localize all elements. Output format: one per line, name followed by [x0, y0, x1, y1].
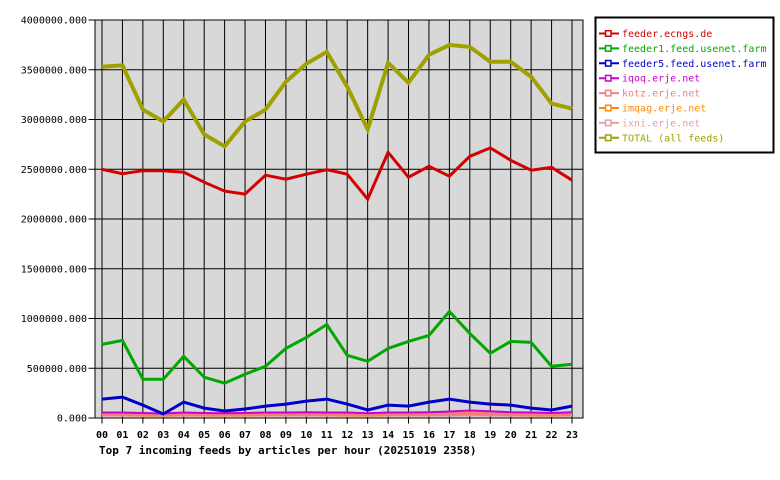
legend: feeder.ecngs.de feeder1.feed.usenet.farm f…: [594, 16, 775, 154]
x-tick-label: 19: [484, 430, 496, 441]
x-tick-label: 11: [321, 430, 333, 441]
x-tick-label: 10: [300, 430, 312, 441]
x-tick-label: 16: [423, 430, 435, 441]
legend-marker: [604, 44, 612, 52]
x-tick-label: 15: [402, 430, 414, 441]
legend-marker: [604, 74, 612, 82]
series-line-kotz.erje.net: [102, 411, 573, 417]
x-tick-label: 21: [525, 430, 537, 441]
y-tick-label: 500000.000: [27, 364, 87, 375]
legend-label: feeder.ecngs.de: [622, 29, 712, 40]
legend-marker: [604, 134, 612, 142]
legend-item: kotz.erje.net: [599, 89, 700, 100]
x-tick-label: 20: [505, 430, 517, 441]
legend-item: feeder1.feed.usenet.farm: [599, 44, 767, 55]
series-line-feeder1.feed.usenet.farm: [101, 309, 573, 385]
y-tick-label: 3500000.000: [21, 65, 87, 76]
legend-label: feeder1.feed.usenet.farm: [622, 44, 767, 55]
y-tick-label: 2000000.000: [21, 215, 87, 226]
chart-title: Top 7 incoming feeds by articles per hou…: [99, 444, 477, 457]
legend-item: feeder5.feed.usenet.farm: [599, 59, 767, 70]
legend-marker: [604, 104, 612, 112]
series-line-iqoq.erje.net: [102, 409, 573, 415]
x-tick-label: 23: [566, 430, 578, 441]
x-tick-label: 12: [341, 430, 353, 441]
x-tick-label: 01: [116, 430, 128, 441]
x-tick-label: 18: [464, 430, 476, 441]
axis-labels: 4000000.000 3500000.000 3000000.000 2500000…: [21, 16, 578, 442]
legend-item: iqoq.erje.net: [599, 74, 700, 85]
legend-marker: [604, 119, 612, 127]
legend-item: ixni.erje.net: [599, 118, 700, 129]
x-tick-label: 09: [280, 430, 292, 441]
legend-marker: [604, 59, 612, 67]
x-tick-label: 13: [362, 430, 374, 441]
legend-item: imqag.erje.net: [599, 104, 706, 115]
x-tick-label: 07: [239, 430, 251, 441]
legend-label: kotz.erje.net: [622, 89, 700, 100]
y-tick-label: 3000000.000: [21, 115, 87, 126]
y-tick-label: 1500000.000: [21, 264, 87, 275]
series-lines: [101, 42, 573, 418]
x-tick-label: 05: [198, 430, 210, 441]
plot-border: [94, 19, 584, 419]
x-tick-label: 04: [178, 430, 190, 441]
legend-label: TOTAL (all feeds): [622, 133, 724, 144]
x-tick-label: 22: [546, 430, 558, 441]
y-tick-label: 0.000: [57, 414, 87, 425]
y-tick-label: 2500000.000: [21, 165, 87, 176]
x-tick-label: 08: [259, 430, 271, 441]
legend-marker: [604, 89, 612, 97]
series-line-feeder5.feed.usenet.farm: [101, 395, 573, 416]
legend-label: feeder5.feed.usenet.farm: [622, 59, 767, 70]
y-tick-label: 4000000.000: [21, 16, 87, 27]
x-tick-label: 14: [382, 430, 394, 441]
legend-label: iqoq.erje.net: [622, 74, 700, 85]
series-line-TOTAL (all feeds): [101, 42, 573, 149]
x-tick-label: 06: [219, 430, 231, 441]
legend-box: [594, 16, 775, 154]
x-tick-label: 00: [96, 430, 108, 441]
legend-marker: [604, 30, 612, 37]
series-line-feeder.ecngs.de: [101, 146, 573, 202]
x-tick-label: 17: [443, 430, 455, 441]
x-tick-label: 02: [137, 430, 149, 441]
legend-item: feeder.ecngs.de: [599, 29, 712, 40]
y-tick-label: 1000000.000: [21, 314, 87, 325]
legend-label: imqag.erje.net: [622, 104, 706, 115]
legend-item: TOTAL (all feeds): [599, 133, 724, 144]
legend-label: ixni.erje.net: [622, 118, 700, 129]
x-tick-label: 03: [157, 430, 169, 441]
